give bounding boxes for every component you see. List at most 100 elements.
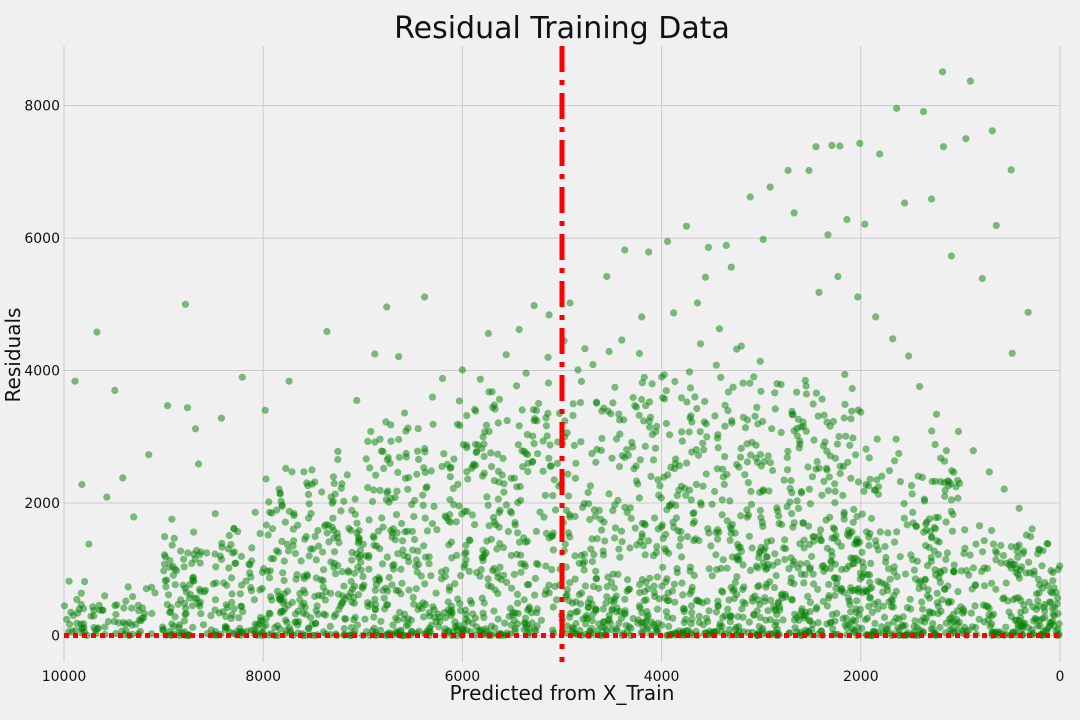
data-point xyxy=(338,568,346,576)
data-point xyxy=(602,599,610,607)
data-point xyxy=(835,432,843,441)
data-point xyxy=(611,501,619,509)
data-point xyxy=(344,568,353,576)
data-point xyxy=(458,366,466,374)
data-point xyxy=(402,449,410,458)
data-point xyxy=(338,599,346,607)
data-point xyxy=(850,587,858,595)
data-point xyxy=(201,586,209,594)
data-point xyxy=(1029,617,1038,625)
data-point xyxy=(921,576,929,584)
data-point xyxy=(932,514,940,522)
data-point xyxy=(715,325,724,333)
data-point xyxy=(862,481,870,489)
data-point xyxy=(874,605,882,613)
data-point xyxy=(211,596,219,604)
data-point xyxy=(281,616,290,624)
data-point xyxy=(125,619,133,627)
data-point xyxy=(392,510,401,519)
data-point xyxy=(370,486,378,494)
data-point xyxy=(693,299,702,307)
data-point xyxy=(793,497,801,505)
data-point xyxy=(260,565,268,573)
data-point xyxy=(978,567,986,576)
data-point xyxy=(852,451,860,459)
data-point xyxy=(111,386,119,394)
data-point xyxy=(382,584,390,592)
data-point xyxy=(919,108,928,116)
data-point xyxy=(724,388,733,396)
data-point xyxy=(305,514,313,522)
data-point xyxy=(755,553,763,562)
data-point xyxy=(455,502,463,510)
data-point xyxy=(268,525,277,533)
data-point xyxy=(591,512,600,520)
data-point xyxy=(191,555,199,563)
data-point xyxy=(850,540,859,548)
data-point xyxy=(277,497,285,505)
data-point xyxy=(818,395,826,403)
data-point xyxy=(978,274,986,283)
data-point xyxy=(747,451,755,459)
data-point xyxy=(739,598,747,606)
data-point xyxy=(130,513,138,521)
data-point xyxy=(770,584,779,592)
data-point xyxy=(545,581,553,589)
data-point xyxy=(112,610,120,619)
data-point xyxy=(454,595,462,603)
data-point xyxy=(744,479,752,487)
data-point xyxy=(469,610,477,618)
data-point xyxy=(337,507,345,515)
data-point xyxy=(668,587,677,595)
data-point xyxy=(834,272,842,281)
data-point xyxy=(484,575,492,583)
data-point xyxy=(1003,559,1011,567)
data-point xyxy=(305,500,313,508)
data-point xyxy=(849,560,857,568)
data-point xyxy=(796,540,804,548)
x-tick-label: 0 xyxy=(1056,669,1065,685)
data-point xyxy=(409,593,417,602)
data-point xyxy=(566,299,574,307)
data-point xyxy=(303,572,311,580)
chart-title: Residual Training Data xyxy=(394,11,730,46)
data-point xyxy=(177,547,185,555)
data-point xyxy=(954,588,962,596)
data-point xyxy=(353,519,361,527)
data-point xyxy=(598,526,606,534)
data-point xyxy=(372,581,380,589)
data-point xyxy=(259,623,267,631)
data-point xyxy=(629,443,637,451)
data-point xyxy=(494,467,503,475)
data-point xyxy=(644,537,653,545)
data-point xyxy=(532,559,541,568)
data-point xyxy=(485,522,493,530)
data-point xyxy=(405,586,413,594)
data-point xyxy=(300,468,308,476)
data-point xyxy=(212,579,220,587)
data-point xyxy=(525,603,534,611)
data-point xyxy=(223,624,231,632)
data-point xyxy=(603,593,611,601)
data-point xyxy=(764,607,772,615)
data-point xyxy=(756,450,765,459)
data-point xyxy=(65,577,73,585)
data-point xyxy=(927,557,935,566)
data-point xyxy=(800,579,808,587)
data-point xyxy=(359,540,367,548)
data-point xyxy=(513,382,521,390)
data-point xyxy=(318,488,326,496)
data-point xyxy=(539,467,547,475)
data-point xyxy=(590,550,598,559)
data-point xyxy=(918,598,926,606)
data-point xyxy=(588,557,597,566)
data-point xyxy=(532,406,541,414)
data-point xyxy=(463,626,471,634)
data-point xyxy=(332,570,340,578)
data-point xyxy=(569,411,577,420)
data-point xyxy=(618,336,626,344)
data-point xyxy=(541,491,550,499)
data-point xyxy=(568,627,577,635)
data-point xyxy=(735,463,743,471)
data-point xyxy=(865,454,873,462)
